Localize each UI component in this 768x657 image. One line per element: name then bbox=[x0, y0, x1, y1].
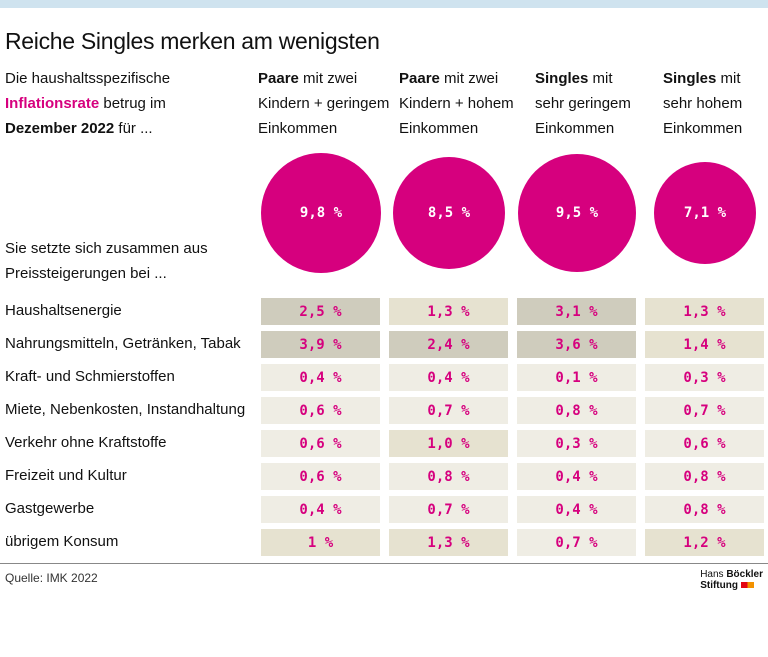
logo-bar-icon bbox=[740, 582, 754, 589]
value-cell: 0,3 % bbox=[517, 430, 636, 457]
value-cell: 0,8 % bbox=[517, 397, 636, 424]
value-cell: 1,3 % bbox=[645, 298, 764, 325]
row-label: Verkehr ohne Kraftstoffe bbox=[5, 434, 167, 451]
hans-boeckler-logo: Hans Böckler Stiftung bbox=[700, 569, 763, 591]
value-cell: 2,4 % bbox=[389, 331, 508, 358]
value-cell: 0,6 % bbox=[261, 397, 380, 424]
intro-text: Die haushaltsspezifische Inflationsrate … bbox=[5, 66, 255, 141]
value-cell: 0,7 % bbox=[389, 397, 508, 424]
total-circle: 7,1 % bbox=[653, 161, 757, 265]
value-cell: 2,5 % bbox=[261, 298, 380, 325]
source: Quelle: IMK 2022 bbox=[5, 571, 98, 585]
value-cell: 0,7 % bbox=[645, 397, 764, 424]
value-cell: 0,7 % bbox=[389, 496, 508, 523]
value-cell: 1,4 % bbox=[645, 331, 764, 358]
value-cell: 0,7 % bbox=[517, 529, 636, 556]
value-cell: 0,3 % bbox=[645, 364, 764, 391]
row-label: Gastgewerbe bbox=[5, 500, 95, 517]
value-cell: 3,6 % bbox=[517, 331, 636, 358]
row-label: Freizeit und Kultur bbox=[5, 467, 127, 484]
row-label: Miete, Nebenkosten, Instandhaltung bbox=[5, 401, 246, 418]
value-cell: 0,8 % bbox=[389, 463, 508, 490]
value-cell: 0,4 % bbox=[389, 364, 508, 391]
value-cell: 3,9 % bbox=[261, 331, 380, 358]
value-cell: 0,4 % bbox=[261, 364, 380, 391]
row-label: Haushaltsenergie bbox=[5, 302, 122, 319]
footer-rule bbox=[0, 563, 768, 564]
intro-pre: Die haushaltsspezifische bbox=[5, 70, 171, 87]
column-header: Paare mit zwei Kindern + geringem Einkomme… bbox=[258, 70, 390, 137]
value-cell: 1 % bbox=[261, 529, 380, 556]
value-cell: 1,3 % bbox=[389, 298, 508, 325]
row-label: übrigem Konsum bbox=[5, 533, 119, 550]
value-cell: 0,8 % bbox=[645, 496, 764, 523]
subheading-line: Sie setzte sich zusammen aus bbox=[5, 240, 208, 257]
value-cell: 0,1 % bbox=[517, 364, 636, 391]
column-header: Singles mit sehr hohem Einkommen bbox=[663, 70, 743, 137]
intro-mid: betrug im bbox=[99, 95, 166, 112]
value-cell: 0,6 % bbox=[645, 430, 764, 457]
row-label: Kraft- und Schmierstoffen bbox=[5, 368, 175, 385]
value-cell: 1,0 % bbox=[389, 430, 508, 457]
top-bar bbox=[0, 0, 768, 8]
intro-highlight: Inflationsrate bbox=[5, 95, 100, 112]
value-cell: 1,2 % bbox=[645, 529, 764, 556]
row-label: Nahrungsmitteln, Getränken, Tabak bbox=[5, 335, 241, 352]
intro-post: für ... bbox=[114, 120, 153, 137]
value-cell: 0,4 % bbox=[261, 496, 380, 523]
value-cell: 0,8 % bbox=[645, 463, 764, 490]
value-cell: 3,1 % bbox=[517, 298, 636, 325]
total-circle: 9,5 % bbox=[517, 153, 637, 273]
subheading-line: Preissteigerungen bei ... bbox=[5, 265, 167, 282]
chart-title: Reiche Singles merken am wenigsten bbox=[5, 28, 380, 54]
column-header: Paare mit zwei Kindern + hohem Einkommen bbox=[399, 70, 514, 137]
total-circle: 8,5 % bbox=[393, 157, 505, 269]
value-cell: 0,4 % bbox=[517, 463, 636, 490]
value-cell: 0,6 % bbox=[261, 463, 380, 490]
value-cell: 0,4 % bbox=[517, 496, 636, 523]
intro-bold: Dezember 2022 bbox=[5, 120, 115, 137]
value-cell: 1,3 % bbox=[389, 529, 508, 556]
subheading: Sie setzte sich zusammen aus Preissteige… bbox=[5, 236, 208, 286]
column-header: Singles mit sehr geringem Einkommen bbox=[535, 70, 631, 137]
total-circle: 9,8 % bbox=[260, 152, 382, 274]
value-cell: 0,6 % bbox=[261, 430, 380, 457]
